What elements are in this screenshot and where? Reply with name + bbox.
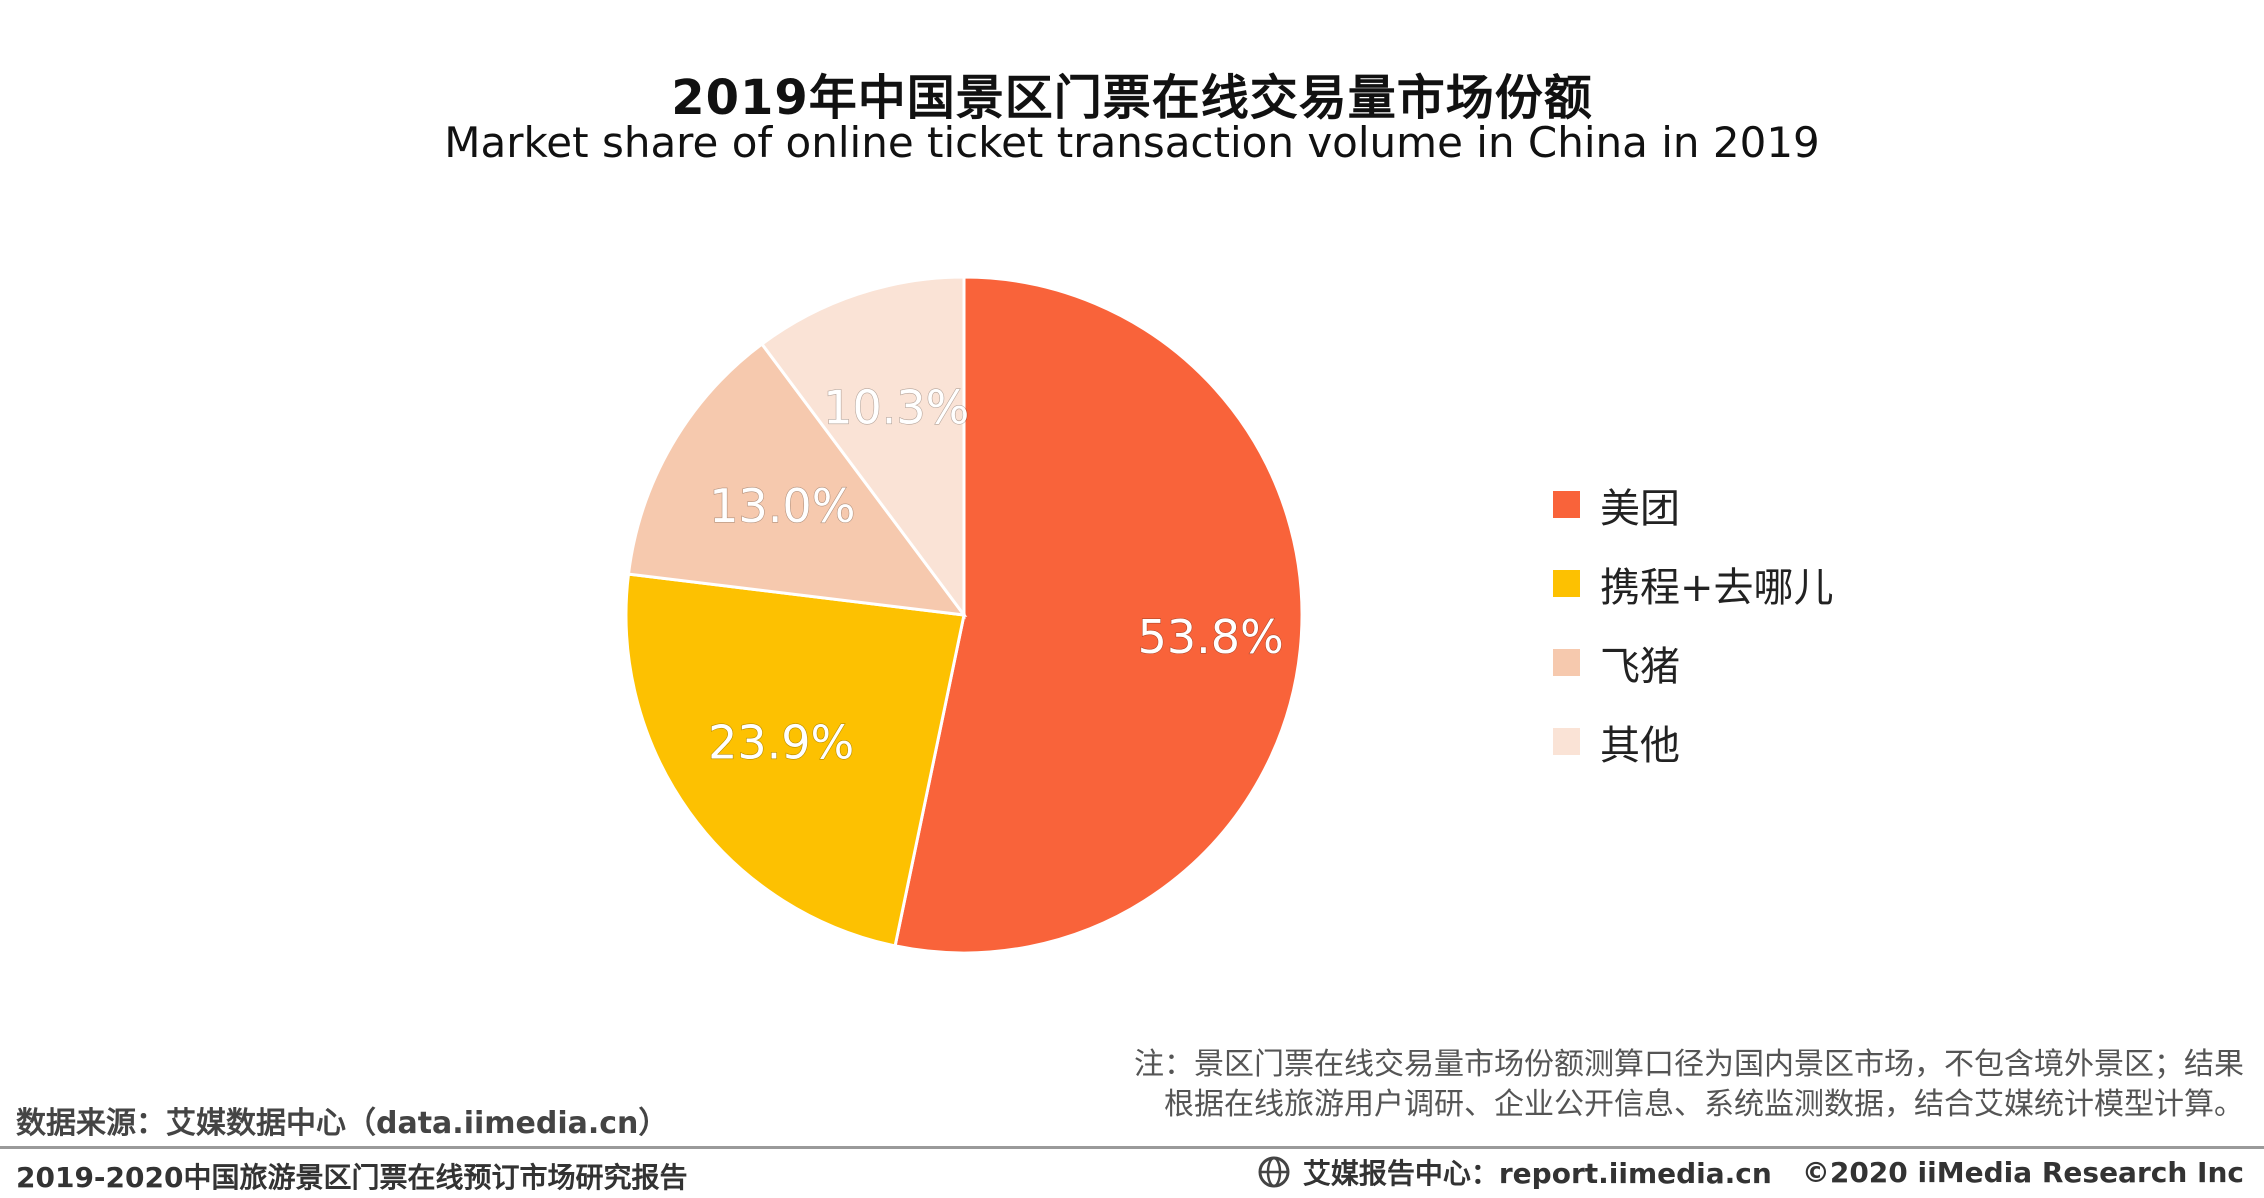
legend-swatch	[1553, 649, 1580, 676]
footer-report-center: 艾媒报告中心：report.iimedia.cn	[1302, 1157, 1772, 1190]
chart-note: 注：景区门票在线交易量市场份额测算口径为国内景区市场，不包含境外景区；结果 根据…	[1004, 1045, 2244, 1125]
footer-right: 艾媒报告中心：report.iimedia.cn ©2020 iiMedia R…	[1257, 1152, 2244, 1192]
pie-slice-fliggy	[626, 341, 968, 617]
pie-data-label: 53.8%	[1138, 610, 1284, 664]
legend-item-meituan: 美团	[1553, 465, 1834, 544]
legend-item-others: 其他	[1553, 702, 1834, 781]
footer-copyright: ©2020 iiMedia Research Inc	[1801, 1155, 2244, 1189]
page-subtitle: Market share of online ticket transactio…	[444, 118, 1820, 167]
legend-label: 美团	[1600, 485, 1680, 532]
legend-label: 携程+去哪儿	[1600, 564, 1834, 611]
page-title: 2019年中国景区门票在线交易量市场份额	[671, 70, 1593, 126]
note-line-1: 注：景区门票在线交易量市场份额测算口径为国内景区市场，不包含境外景区；结果	[1134, 1047, 2244, 1082]
data-source: 数据来源：艾媒数据中心（data.iimedia.cn）	[16, 1106, 669, 1141]
pie-slice-others	[759, 275, 966, 620]
legend-item-fliggy: 飞猪	[1553, 623, 1834, 702]
footer-divider	[0, 1146, 2264, 1149]
globe-icon	[1258, 1156, 1290, 1188]
pie-slice-meituan	[893, 275, 1304, 955]
legend-item-ctrip-qunar: 携程+去哪儿	[1553, 544, 1834, 623]
legend-label: 其他	[1600, 722, 1680, 769]
legend-label: 飞猪	[1600, 643, 1680, 690]
legend-swatch	[1553, 728, 1580, 755]
pie-data-label: 10.3%	[823, 380, 969, 434]
pie-slice-ctrip-qunar	[624, 572, 966, 948]
chart-legend: 美团 携程+去哪儿 飞猪 其他	[1553, 465, 1834, 781]
legend-swatch	[1553, 491, 1580, 518]
pie-data-label: 23.9%	[708, 716, 854, 770]
footer-report-title: 2019-2020中国旅游景区门票在线预订市场研究报告	[16, 1161, 688, 1194]
note-line-2: 根据在线旅游用户调研、企业公开信息、系统监测数据，结合艾媒统计模型计算。	[1164, 1087, 2244, 1122]
legend-swatch	[1553, 570, 1580, 597]
pie-data-label: 13.0%	[709, 479, 855, 533]
